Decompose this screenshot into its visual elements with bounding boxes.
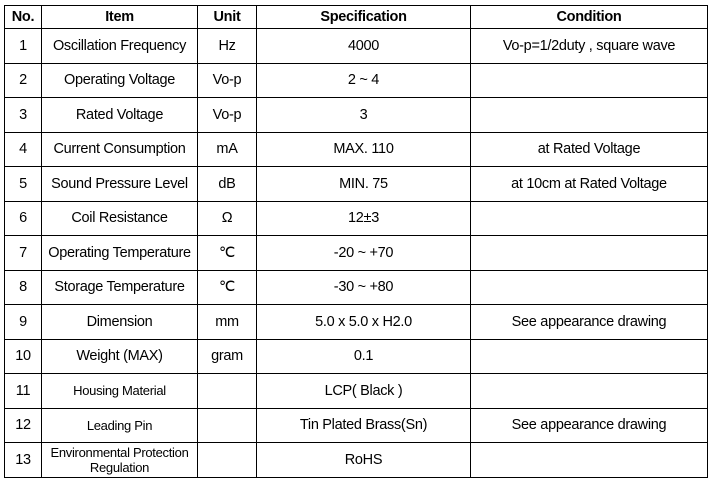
cell-unit: Vo-p [197, 97, 257, 133]
cell-no: 4 [4, 131, 42, 167]
cell-condition [470, 269, 708, 305]
cell-item: Storage Temperature [41, 269, 198, 305]
cell-condition [470, 373, 708, 409]
cell-unit [197, 407, 257, 443]
cell-no: 12 [4, 407, 42, 443]
cell-condition: at 10cm at Rated Voltage [470, 166, 708, 202]
cell-item: Leading Pin [41, 407, 198, 443]
cell-unit: ℃ [197, 235, 257, 271]
table-row: 9 Dimension mm 5.0 x 5.0 x H2.0 See appearan… [4, 304, 708, 340]
cell-condition [470, 235, 708, 271]
cell-condition: Vo-p=1/2duty , square wave [470, 28, 708, 64]
cell-spec: Tin Plated Brass(Sn) [256, 407, 471, 443]
table-row: 8 Storage Temperature ℃ -30 ~ +80 [4, 269, 708, 305]
cell-spec: 0.1 [256, 338, 471, 374]
cell-spec: -20 ~ +70 [256, 235, 471, 271]
cell-condition [470, 97, 708, 133]
table-row: 5 Sound Pressure Level dB MIN. 75 at 10cm at… [4, 166, 708, 202]
table-row: 12 Leading Pin Tin Plated Brass(Sn) See app… [4, 407, 708, 443]
cell-spec: MAX. 110 [256, 131, 471, 167]
cell-unit: dB [197, 166, 257, 202]
table-row: 4 Current Consumption mA MAX. 110 at Rated V… [4, 131, 708, 167]
table-row: 7 Operating Temperature ℃ -20 ~ +70 [4, 235, 708, 271]
cell-item: Dimension [41, 304, 198, 340]
cell-item: Operating Voltage [41, 62, 198, 98]
spec-table: No. Item Unit Specification Condition 1 Oscil… [4, 5, 708, 478]
cell-item: Coil Resistance [41, 200, 198, 236]
table-row: 13 Environmental Protection Regulation RoH… [4, 442, 708, 478]
cell-no: 9 [4, 304, 42, 340]
cell-spec: 3 [256, 97, 471, 133]
cell-no: 3 [4, 97, 42, 133]
cell-item: Current Consumption [41, 131, 198, 167]
header-cell: Condition [470, 5, 708, 29]
cell-item: Oscillation Frequency [41, 28, 198, 64]
cell-unit: Ω [197, 200, 257, 236]
cell-no: 13 [4, 442, 42, 478]
cell-item: Environmental Protection Regulation [41, 442, 198, 478]
cell-spec: -30 ~ +80 [256, 269, 471, 305]
cell-condition [470, 442, 708, 478]
table-row: 1 Oscillation Frequency Hz 4000 Vo-p=1/2duty… [4, 28, 708, 64]
header-cell: Item [41, 5, 198, 29]
cell-no: 7 [4, 235, 42, 271]
cell-spec: 2 ~ 4 [256, 62, 471, 98]
cell-item: Operating Temperature [41, 235, 198, 271]
cell-item: Rated Voltage [41, 97, 198, 133]
cell-no: 10 [4, 338, 42, 374]
cell-unit: Hz [197, 28, 257, 64]
cell-unit [197, 442, 257, 478]
cell-spec: MIN. 75 [256, 166, 471, 202]
cell-unit [197, 373, 257, 409]
cell-unit: mm [197, 304, 257, 340]
cell-no: 5 [4, 166, 42, 202]
cell-condition: See appearance drawing [470, 407, 708, 443]
table-row: 3 Rated Voltage Vo-p 3 [4, 97, 708, 133]
cell-spec: 4000 [256, 28, 471, 64]
cell-spec: LCP( Black ) [256, 373, 471, 409]
cell-unit: ℃ [197, 269, 257, 305]
cell-no: 6 [4, 200, 42, 236]
cell-spec: 5.0 x 5.0 x H2.0 [256, 304, 471, 340]
cell-condition [470, 200, 708, 236]
cell-condition: at Rated Voltage [470, 131, 708, 167]
cell-item: Sound Pressure Level [41, 166, 198, 202]
table-row: 2 Operating Voltage Vo-p 2 ~ 4 [4, 62, 708, 98]
cell-unit: gram [197, 338, 257, 374]
cell-no: 2 [4, 62, 42, 98]
cell-condition: See appearance drawing [470, 304, 708, 340]
cell-no: 1 [4, 28, 42, 64]
table-row: 10 Weight (MAX) gram 0.1 [4, 338, 708, 374]
cell-no: 11 [4, 373, 42, 409]
table-row: 6 Coil Resistance Ω 12±3 [4, 200, 708, 236]
cell-item: Weight (MAX) [41, 338, 198, 374]
cell-spec: 12±3 [256, 200, 471, 236]
header-cell: Unit [197, 5, 257, 29]
cell-no: 8 [4, 269, 42, 305]
header-cell: No. [4, 5, 42, 29]
cell-spec: RoHS [256, 442, 471, 478]
cell-unit: Vo-p [197, 62, 257, 98]
cell-item: Housing Material [41, 373, 198, 409]
header-row: No. Item Unit Specification Condition [4, 5, 708, 29]
cell-unit: mA [197, 131, 257, 167]
table-row: 11 Housing Material LCP( Black ) [4, 373, 708, 409]
cell-condition [470, 338, 708, 374]
header-cell: Specification [256, 5, 471, 29]
cell-condition [470, 62, 708, 98]
